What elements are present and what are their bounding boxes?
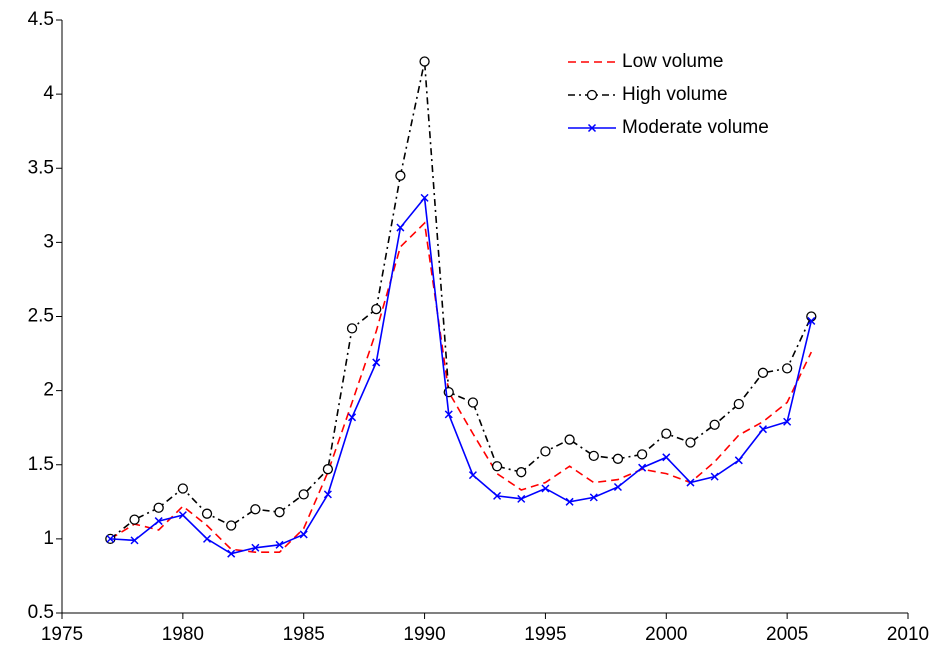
- point-marker: [636, 449, 648, 460]
- y-tick-label: 3: [43, 231, 54, 252]
- x-tick-label: 1980: [162, 624, 204, 645]
- point-marker: [201, 508, 213, 519]
- y-tick-label: 1: [43, 528, 54, 549]
- point-marker: [516, 467, 527, 478]
- y-tick-label: 4.5: [28, 9, 54, 30]
- point-marker: [781, 363, 793, 374]
- point-marker: [275, 540, 284, 549]
- point-marker: [612, 453, 624, 464]
- point-marker: [250, 504, 261, 515]
- point-marker: [178, 511, 187, 520]
- x-tick-label: 1990: [403, 624, 445, 645]
- point-marker: [323, 490, 332, 499]
- point-marker: [371, 303, 382, 315]
- point-marker: [346, 323, 358, 334]
- point-marker: [177, 483, 189, 494]
- point-marker: [154, 517, 163, 526]
- point-marker: [251, 543, 260, 552]
- point-marker: [106, 534, 115, 543]
- point-marker: [493, 491, 502, 500]
- legend-label: Low volume: [622, 51, 723, 72]
- point-marker: [734, 456, 743, 465]
- point-marker: [517, 494, 526, 503]
- point-marker: [710, 472, 719, 481]
- point-marker: [129, 514, 140, 525]
- y-tick-label: 1.5: [28, 454, 54, 475]
- point-marker: [661, 428, 672, 439]
- point-marker: [467, 397, 479, 408]
- point-marker: [586, 89, 598, 101]
- point-marker: [202, 534, 212, 543]
- point-marker: [541, 484, 550, 493]
- point-marker: [130, 536, 139, 545]
- point-marker: [372, 358, 381, 367]
- point-marker: [588, 450, 599, 462]
- y-tick-label: 4: [43, 83, 54, 104]
- point-marker: [783, 417, 792, 426]
- point-marker: [807, 316, 816, 325]
- point-marker: [468, 471, 477, 480]
- x-tick-label: 1975: [41, 624, 83, 645]
- point-marker: [565, 497, 574, 506]
- point-marker: [758, 425, 768, 434]
- point-marker: [395, 170, 406, 181]
- point-marker: [274, 507, 285, 518]
- x-tick-label: 2010: [887, 624, 929, 645]
- x-tick-label: 2005: [766, 624, 808, 645]
- x-tick-label: 2000: [645, 624, 687, 645]
- point-marker: [589, 493, 598, 502]
- x-tick-label: 1995: [524, 624, 566, 645]
- point-marker: [396, 223, 405, 232]
- point-marker: [733, 398, 744, 410]
- point-marker: [564, 434, 575, 445]
- point-marker: [686, 478, 695, 487]
- series-line: [109, 221, 813, 554]
- point-marker: [153, 502, 164, 513]
- point-marker: [685, 437, 696, 448]
- point-marker: [587, 123, 597, 133]
- point-marker: [420, 193, 429, 202]
- point-marker: [757, 367, 769, 378]
- y-tick-label: 3.5: [28, 157, 54, 178]
- legend-label: Moderate volume: [622, 117, 769, 138]
- point-marker: [444, 410, 453, 419]
- point-marker: [298, 489, 309, 500]
- point-marker: [348, 413, 357, 422]
- y-tick-label: 2.5: [28, 306, 54, 327]
- point-marker: [419, 56, 430, 67]
- point-marker: [227, 549, 236, 558]
- point-marker: [662, 453, 671, 462]
- series-line: [110, 195, 813, 555]
- point-marker: [322, 464, 334, 475]
- point-marker: [806, 311, 817, 322]
- point-marker: [540, 446, 551, 457]
- point-marker: [491, 461, 503, 472]
- legend-label: High volume: [622, 84, 728, 105]
- point-marker: [226, 520, 237, 531]
- point-marker: [638, 463, 647, 472]
- point-marker: [299, 530, 308, 539]
- y-tick-label: 2: [43, 380, 54, 401]
- point-marker: [613, 482, 622, 492]
- y-tick-label: 0.5: [28, 602, 54, 623]
- point-marker: [709, 419, 720, 430]
- x-tick-label: 1985: [283, 624, 325, 645]
